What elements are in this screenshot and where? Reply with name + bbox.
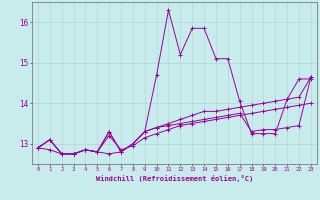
X-axis label: Windchill (Refroidissement éolien,°C): Windchill (Refroidissement éolien,°C): [96, 175, 253, 182]
